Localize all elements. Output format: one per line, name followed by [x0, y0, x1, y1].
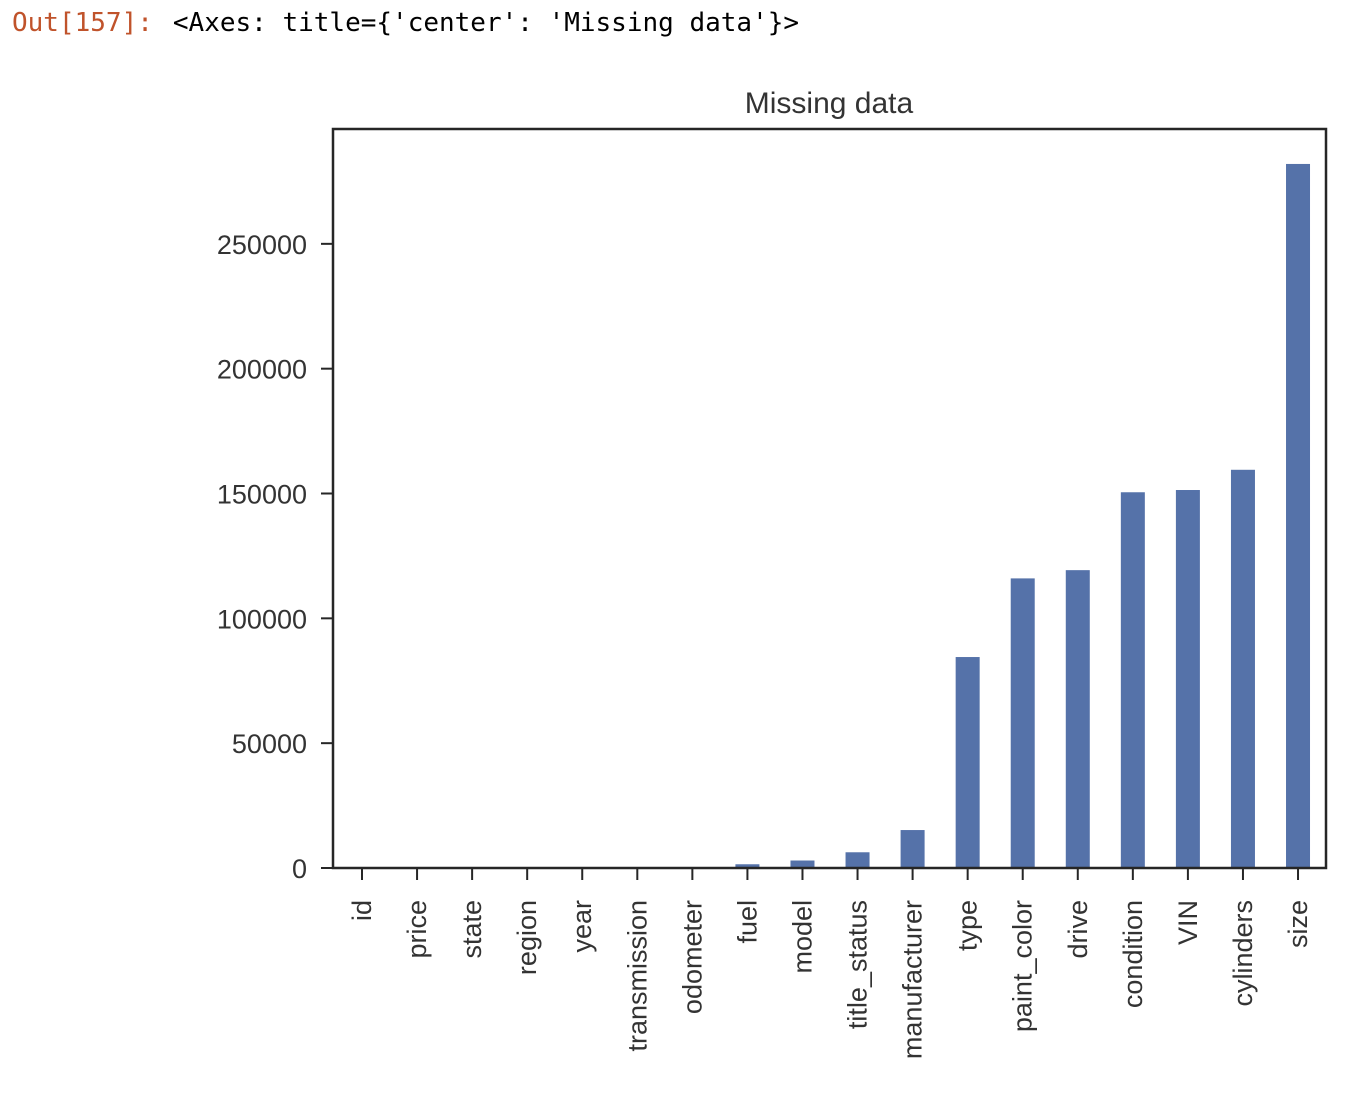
x-tick-label: price	[402, 900, 432, 959]
y-tick-label: 150000	[217, 480, 307, 510]
y-tick-label: 0	[292, 854, 307, 884]
y-tick-label: 200000	[217, 355, 307, 385]
bar-fuel	[735, 864, 760, 868]
output-text: <Axes: title={'center': 'Missing data'}>	[172, 8, 800, 38]
x-tick-label: manufacturer	[898, 900, 928, 1059]
x-tick-label: size	[1283, 900, 1313, 948]
bar-paint_color	[1010, 578, 1035, 868]
x-tick-label: VIN	[1173, 900, 1203, 945]
x-tick-label: fuel	[732, 900, 762, 944]
y-tick-label: 50000	[232, 729, 307, 759]
y-tick-label: 250000	[217, 230, 307, 260]
bar-manufacturer	[900, 830, 925, 868]
x-tick-label: transmission	[622, 900, 652, 1052]
y-axis: 0 50000 100000 150000 200000 250000	[217, 230, 333, 884]
output-row: Out[157]: <Axes: title={'center': 'Missi…	[12, 8, 799, 38]
x-tick-label: condition	[1118, 900, 1148, 1008]
bar-condition	[1120, 492, 1145, 868]
bar-type	[955, 657, 980, 868]
x-tick-label: paint_color	[1008, 900, 1038, 1032]
x-tick-label: id	[347, 900, 377, 921]
x-tick-label: drive	[1063, 900, 1093, 959]
x-tick-label: year	[567, 900, 597, 953]
y-tick-label: 100000	[217, 604, 307, 634]
chart-title: Missing data	[745, 87, 914, 120]
x-tick-label: region	[512, 900, 542, 975]
x-tick-label: title_status	[843, 900, 873, 1029]
bar-drive	[1065, 570, 1090, 868]
bar-VIN	[1175, 490, 1200, 868]
x-tick-label: state	[457, 900, 487, 959]
bar-title_status	[845, 852, 870, 868]
x-tick-label: cylinders	[1228, 900, 1258, 1007]
output-prompt: Out[157]:	[12, 8, 153, 38]
x-axis: id price state region year transmission odomet…	[347, 868, 1313, 1059]
plot-frame	[331, 127, 1328, 870]
bar-size	[1286, 163, 1311, 868]
bar-model	[790, 860, 815, 868]
x-tick-label: odometer	[677, 900, 707, 1014]
x-tick-label: type	[953, 900, 983, 951]
bars-group	[735, 163, 1311, 868]
bar-cylinders	[1230, 469, 1255, 868]
x-tick-label: model	[787, 900, 817, 974]
